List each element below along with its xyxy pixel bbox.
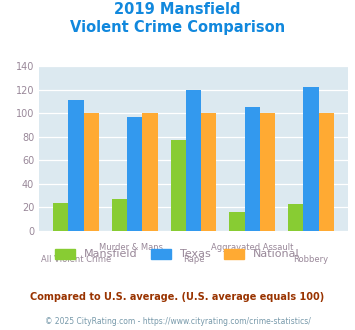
Bar xyxy=(170,140,186,231)
Text: Aggravated Assault: Aggravated Assault xyxy=(211,243,293,252)
Text: Murder & Mans...: Murder & Mans... xyxy=(99,243,171,252)
Bar xyxy=(127,117,142,231)
Bar xyxy=(201,113,217,231)
Bar xyxy=(84,113,99,231)
Text: Robbery: Robbery xyxy=(293,254,328,264)
Legend: Mansfield, Texas, National: Mansfield, Texas, National xyxy=(51,244,304,264)
Bar xyxy=(53,203,69,231)
Bar xyxy=(142,113,158,231)
Bar xyxy=(186,89,201,231)
Bar xyxy=(303,87,318,231)
Text: 2019 Mansfield: 2019 Mansfield xyxy=(114,2,241,16)
Bar xyxy=(229,212,245,231)
Bar xyxy=(69,100,84,231)
Text: © 2025 CityRating.com - https://www.cityrating.com/crime-statistics/: © 2025 CityRating.com - https://www.city… xyxy=(45,317,310,326)
Text: Rape: Rape xyxy=(183,254,204,264)
Bar xyxy=(112,199,127,231)
Bar xyxy=(288,204,303,231)
Text: All Violent Crime: All Violent Crime xyxy=(41,254,111,264)
Text: Compared to U.S. average. (U.S. average equals 100): Compared to U.S. average. (U.S. average … xyxy=(31,292,324,302)
Bar xyxy=(318,113,334,231)
Text: Violent Crime Comparison: Violent Crime Comparison xyxy=(70,20,285,35)
Bar xyxy=(260,113,275,231)
Bar xyxy=(245,107,260,231)
